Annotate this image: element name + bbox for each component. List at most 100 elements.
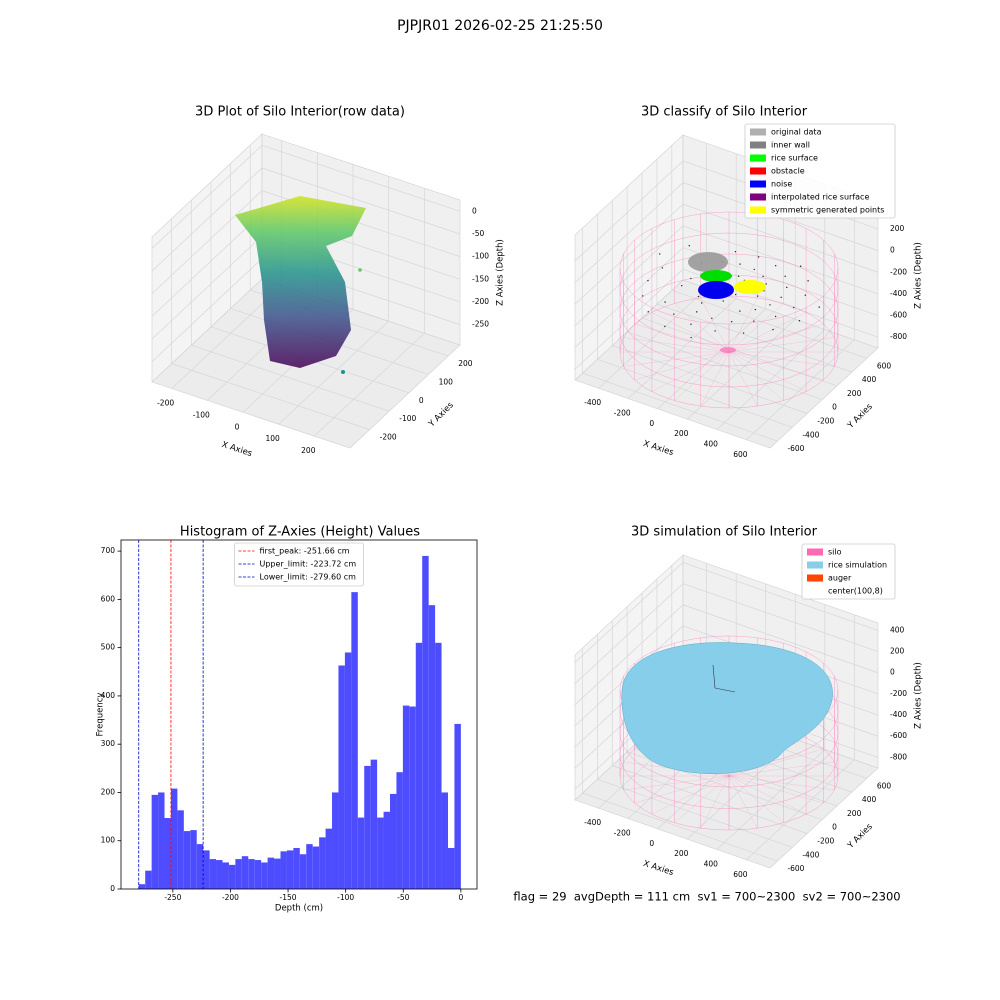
x-tick-label: 200	[674, 849, 689, 858]
bar	[145, 870, 152, 889]
axes-frame	[120, 539, 478, 890]
x-tick-label: -400	[584, 398, 601, 407]
bar	[396, 772, 403, 889]
outlier-point	[358, 268, 362, 272]
x-tick-label: 0	[649, 839, 654, 848]
y-tick-label: 100	[101, 836, 116, 845]
y-tick-label: 300	[101, 739, 116, 748]
x-tick-label: -100	[193, 410, 210, 419]
bar	[428, 605, 436, 889]
silo-floor	[700, 775, 730, 829]
grid-point	[673, 313, 675, 315]
grid-line	[574, 247, 684, 348]
legend-label: auger	[828, 574, 852, 583]
grid-line	[627, 298, 737, 399]
legend-box	[234, 542, 364, 587]
grid-line	[151, 235, 263, 340]
legend-label: interpolated rice surface	[771, 193, 869, 202]
y-tick-label: 400	[862, 375, 877, 384]
grid-point	[739, 310, 741, 312]
bar	[306, 844, 313, 889]
z-tick-label: -50	[472, 229, 484, 238]
bar	[390, 793, 397, 889]
bar	[357, 817, 365, 889]
silo-floor	[651, 775, 730, 815]
y-tick-label: 200	[458, 359, 473, 368]
y-tick-label: 400	[862, 795, 877, 804]
legend-swatch	[750, 167, 766, 175]
silo-floor	[700, 297, 730, 353]
legend-swatch	[750, 180, 766, 188]
x-tick-label: -250	[164, 893, 181, 902]
bar	[222, 862, 229, 889]
x-axis-label: X Axies	[220, 440, 253, 459]
bar	[164, 818, 171, 889]
legend-label: silo	[828, 548, 842, 557]
grid-line	[582, 372, 778, 442]
y-tick-label: 0	[832, 403, 837, 412]
grid-point	[807, 280, 809, 282]
grid-point	[793, 306, 795, 309]
legend-swatch	[750, 141, 766, 149]
grid-line	[612, 345, 808, 414]
x-tick-label: 0	[649, 419, 654, 428]
auger-axis	[714, 687, 736, 693]
bar	[351, 592, 358, 889]
obstacle-points	[720, 347, 736, 353]
y-tick-label: -400	[802, 430, 819, 439]
z-tick-label: -200	[890, 267, 907, 276]
x-tick-label: 200	[301, 446, 316, 455]
silo-floor	[728, 351, 807, 392]
bar	[254, 860, 262, 889]
y-tick-label: -600	[787, 444, 804, 453]
grid-line	[151, 167, 263, 272]
silo-floor	[728, 775, 835, 791]
grid-point	[753, 268, 755, 271]
z-tick-label: -800	[890, 332, 907, 341]
x-axis-label: X Axies	[642, 439, 675, 458]
z-tick-label: 0	[472, 206, 477, 215]
bar	[274, 858, 281, 889]
grid-line	[682, 604, 879, 674]
grid-line	[597, 778, 793, 848]
legend-swatch	[807, 548, 823, 556]
silo-floor	[700, 351, 730, 407]
bar	[203, 850, 210, 889]
bar	[312, 846, 320, 889]
grid-line	[656, 303, 853, 373]
grid-point	[701, 302, 703, 304]
chart-title: 3D Plot of Silo Interior(row data)	[195, 105, 405, 120]
grid-point	[769, 304, 771, 306]
bar	[441, 792, 448, 889]
bar	[248, 859, 255, 889]
legend-box	[801, 543, 896, 600]
x-tick-label: -100	[337, 893, 354, 902]
bar	[177, 810, 184, 889]
silo-floor	[728, 351, 824, 381]
grid-point	[774, 265, 777, 267]
grid-line	[657, 308, 766, 410]
bar	[241, 856, 249, 889]
z-tick-label: -600	[890, 731, 907, 740]
z-tick-label: -100	[472, 252, 489, 261]
grid-line	[151, 145, 263, 249]
silo-floor	[674, 351, 730, 401]
bar	[344, 652, 352, 889]
grid-line	[574, 203, 684, 305]
silo-floor	[728, 323, 824, 353]
silo-floor	[728, 775, 758, 829]
grid-point	[765, 283, 767, 285]
x-tick-label: 400	[704, 439, 719, 448]
legend-label: symmetric generated points	[771, 206, 884, 215]
x-axis-label: Depth (cm)	[275, 904, 323, 914]
legend-label: first_peak: -251.66 cm	[260, 547, 350, 556]
chart-title: 3D classify of Silo Interior	[641, 105, 808, 120]
grid-line	[716, 329, 826, 430]
grid-point	[642, 295, 644, 297]
grid-line	[597, 358, 793, 428]
y-axis-label: Frequency	[96, 693, 106, 737]
z-axis-label: Z Axies (Depth)	[914, 242, 924, 309]
y-tick-label: 600	[101, 594, 116, 603]
y-tick-label: 200	[847, 809, 862, 818]
